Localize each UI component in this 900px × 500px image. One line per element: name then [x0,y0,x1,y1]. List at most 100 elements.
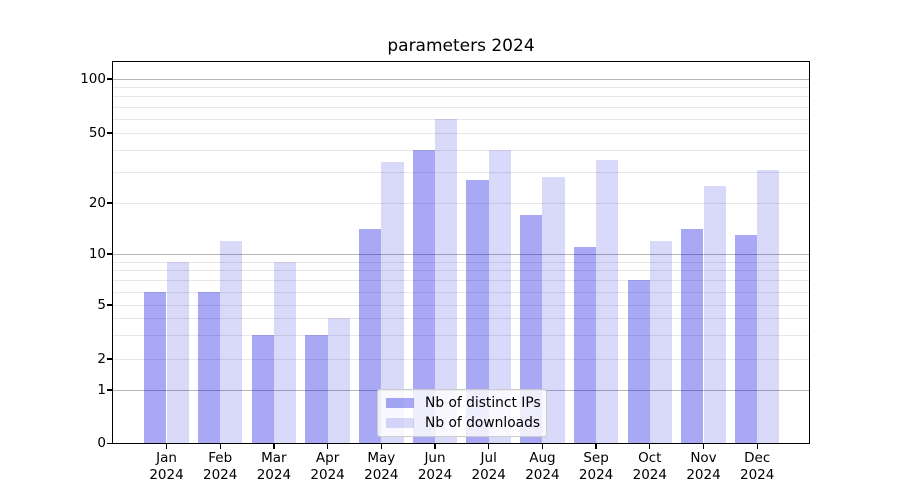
x-tick-mark-apr [326,443,329,449]
gridline-minor-5 [113,305,809,306]
x-tick-label-mar: Mar 2024 [244,450,304,483]
bar-nb-of-downloads-nov [703,185,726,444]
bar-nb-of-distinct-ips-jul [466,180,489,444]
x-tick-year: 2024 [525,466,560,483]
x-tick-year: 2024 [310,466,345,483]
x-tick-month: Jan [156,450,177,466]
y-tick-mark-2 [107,358,112,360]
x-tick-label-nov: Nov 2024 [674,450,734,483]
x-tick-mark-jul [488,443,490,449]
x-tick-year: 2024 [149,466,184,483]
gridline-minor-50 [113,133,809,134]
bar-nb-of-downloads-jul [488,150,511,444]
gridline-minor-20 [113,203,809,204]
plot-area: Nb of distinct IPs Nb of downloads [112,61,810,444]
x-tick-month: Sep [583,450,609,466]
bar-nb-of-downloads-aug [542,177,565,444]
x-tick-label-may: May 2024 [351,450,411,483]
x-tick-month: Jul [480,450,497,466]
bar-nb-of-distinct-ips-dec [734,234,758,444]
gridline-minor-9 [113,261,809,263]
y-tick-label-50: 50 [88,124,106,141]
y-tick-label-10: 10 [88,245,106,262]
bar-nb-of-downloads-jun [435,118,458,444]
chart-title: parameters 2024 [387,36,535,56]
x-tick-month: Nov [690,450,717,466]
x-tick-month: Jun [424,450,446,466]
gridline-major-10 [113,254,809,255]
x-tick-year: 2024 [203,466,238,483]
bar-nb-of-distinct-ips-apr [305,335,328,444]
legend-item-downloads: Nb of downloads [386,415,546,431]
x-tick-month: Oct [638,450,662,466]
x-tick-month: Dec [744,450,771,466]
gridline-minor-7 [113,280,809,282]
gridline-minor-70 [113,106,809,108]
bar-nb-of-downloads-feb [220,240,243,444]
x-tick-label-aug: Aug 2024 [512,450,572,483]
x-tick-year: 2024 [578,466,614,483]
x-tick-mark-nov [702,443,705,449]
gridline-minor-4 [113,318,809,320]
y-tick-label-100: 100 [80,70,106,87]
gridline-minor-6 [113,291,809,293]
y-tick-mark-1 [107,389,112,391]
bar-nb-of-downloads-jan [166,261,189,444]
x-tick-label-apr: Apr 2024 [298,450,358,483]
x-tick-label-feb: Feb 2024 [190,450,250,483]
x-tick-year: 2024 [740,466,775,483]
bar-nb-of-distinct-ips-feb [197,291,221,444]
gridline-minor-30 [113,172,809,174]
x-tick-mark-dec [756,443,758,449]
legend-item-distinct-ips: Nb of distinct IPs [386,395,546,411]
x-tick-month: Apr [315,450,340,466]
y-tick-label-5: 5 [97,296,106,313]
y-tick-mark-10 [107,253,112,255]
gridline-minor-2 [113,359,809,360]
bar-nb-of-distinct-ips-sep [573,246,597,444]
bar-nb-of-downloads-mar [273,261,297,444]
x-tick-label-jun: Jun 2024 [405,450,465,483]
x-tick-mark-jan [165,443,168,449]
x-tick-label-jan: Jan 2024 [137,450,197,483]
gridline-minor-60 [113,118,809,120]
bar-nb-of-distinct-ips-aug [520,214,543,444]
x-tick-month: Mar [261,450,287,466]
bar-nb-of-downloads-dec [757,169,780,444]
x-tick-year: 2024 [632,466,667,483]
gridline-minor-8 [113,270,809,272]
y-tick-label-0: 0 [97,435,106,451]
x-tick-label-sep: Sep 2024 [566,450,626,483]
x-tick-year: 2024 [686,466,721,483]
x-tick-month: Aug [529,450,556,466]
bar-nb-of-distinct-ips-jun [412,150,435,444]
x-tick-year: 2024 [364,466,399,483]
x-tick-label-dec: Dec 2024 [727,450,787,483]
bar-nb-of-distinct-ips-jan [144,291,167,444]
gridline-minor-3 [113,335,809,337]
x-tick-mark-mar [273,443,275,449]
y-tick-mark-5 [107,304,112,306]
y-tick-mark-50 [107,132,112,134]
gridline-major-100 [113,79,809,80]
bar-nb-of-distinct-ips-mar [251,335,274,444]
y-tick-mark-20 [107,202,112,204]
legend: Nb of distinct IPs Nb of downloads [377,389,547,437]
x-tick-mark-aug [541,443,544,449]
y-tick-mark-0 [107,442,112,445]
y-tick-label-20: 20 [88,194,106,211]
gridline-minor-40 [113,150,809,152]
legend-label-distinct-ips: Nb of distinct IPs [425,395,541,411]
gridline-minor-80 [113,96,809,98]
x-tick-year: 2024 [417,466,453,483]
bar-nb-of-downloads-oct [649,240,673,444]
x-tick-mark-oct [649,443,651,449]
x-tick-year: 2024 [471,466,506,483]
x-tick-mark-jun [434,443,436,449]
x-tick-mark-may [380,443,382,449]
y-tick-label-2: 2 [97,350,106,367]
legend-swatch-distinct-ips [386,398,414,408]
x-tick-year: 2024 [256,466,292,483]
bar-nb-of-distinct-ips-nov [681,229,704,444]
